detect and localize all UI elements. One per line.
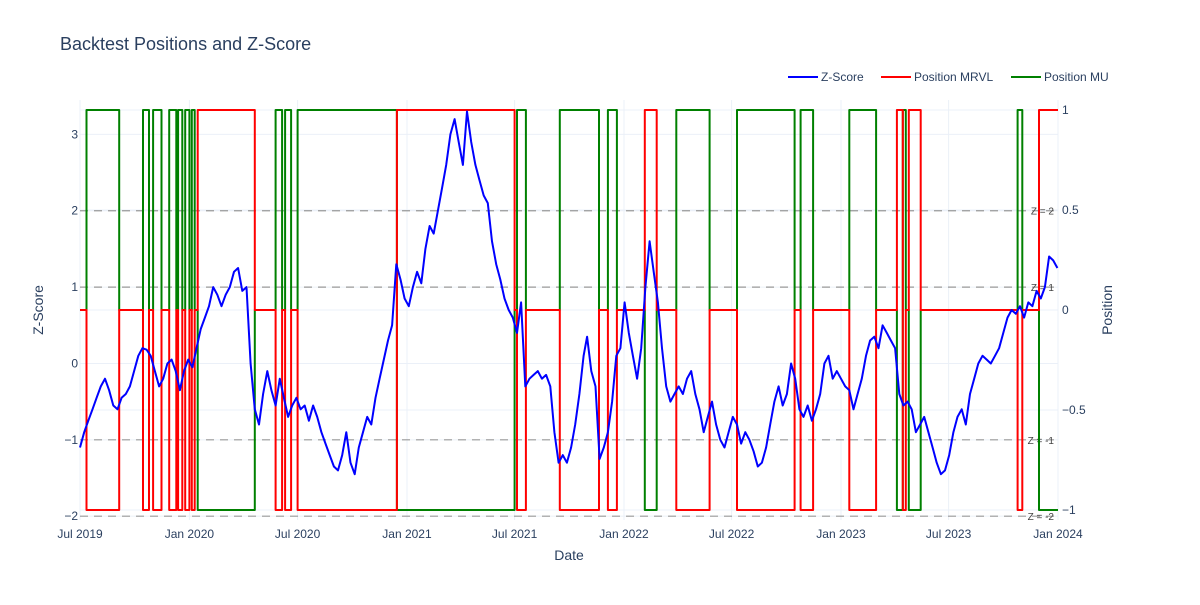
threshold-label: Z = 1 (1031, 283, 1055, 294)
y2-axis-ticks: −1 −0.5 0 0.5 1 (1062, 103, 1086, 517)
y2-tick-label: −1 (1062, 503, 1076, 517)
legend-label: Z-Score (821, 70, 864, 84)
x-axis-title: Date (554, 547, 584, 563)
x-tick-label: Jan 2024 (1033, 527, 1083, 541)
legend-label: Position MU (1044, 70, 1109, 84)
x-tick-label: Jul 2022 (709, 527, 755, 541)
y-tick-label: −2 (64, 509, 78, 523)
legend-label: Position MRVL (914, 70, 993, 84)
y-tick-label: 2 (71, 204, 78, 218)
x-tick-label: Jul 2023 (926, 527, 972, 541)
legend-item[interactable]: Position MRVL (881, 70, 993, 84)
y-tick-label: 1 (71, 280, 78, 294)
y-tick-label: −1 (64, 433, 78, 447)
plot-area: Z = 2 Z = 1 Z = -1 Z = -2 (79, 100, 1059, 523)
chart-title: Backtest Positions and Z-Score (60, 34, 311, 54)
x-tick-label: Jan 2020 (165, 527, 215, 541)
series-layer (79, 109, 1059, 511)
series-line-0 (79, 110, 1059, 476)
y-tick-label: 3 (71, 127, 78, 141)
legend-item[interactable]: Z-Score (788, 70, 864, 84)
y-axis-ticks: −2 −1 0 1 2 3 (64, 127, 78, 523)
x-axis-ticks: Jul 2019 Jan 2020 Jul 2020 Jan 2021 Jul 2021… (57, 527, 1083, 541)
threshold-lines: Z = 2 Z = 1 Z = -1 Z = -2 (80, 207, 1058, 523)
threshold-label: Z = -2 (1028, 512, 1055, 523)
y2-tick-label: −0.5 (1062, 403, 1086, 417)
legend[interactable]: Z-Score Position MRVL Position MU (788, 70, 1109, 84)
threshold-label: Z = 2 (1031, 207, 1055, 218)
x-tick-label: Jul 2021 (492, 527, 538, 541)
y2-tick-label: 1 (1062, 103, 1069, 117)
series-line-1 (80, 109, 1058, 511)
x-tick-label: Jan 2022 (599, 527, 649, 541)
y-tick-label: 0 (71, 356, 78, 370)
y2-tick-label: 0 (1062, 303, 1069, 317)
y2-axis-title: Position (1099, 285, 1115, 335)
x-tick-label: Jul 2020 (275, 527, 321, 541)
x-tick-label: Jan 2023 (816, 527, 866, 541)
series-line-2 (80, 109, 1058, 511)
x-tick-label: Jul 2019 (57, 527, 103, 541)
threshold-label: Z = -1 (1028, 436, 1055, 447)
x-tick-label: Jan 2021 (382, 527, 432, 541)
y-axis-title: Z-Score (30, 285, 46, 335)
y2-tick-label: 0.5 (1062, 203, 1079, 217)
legend-item[interactable]: Position MU (1011, 70, 1109, 84)
